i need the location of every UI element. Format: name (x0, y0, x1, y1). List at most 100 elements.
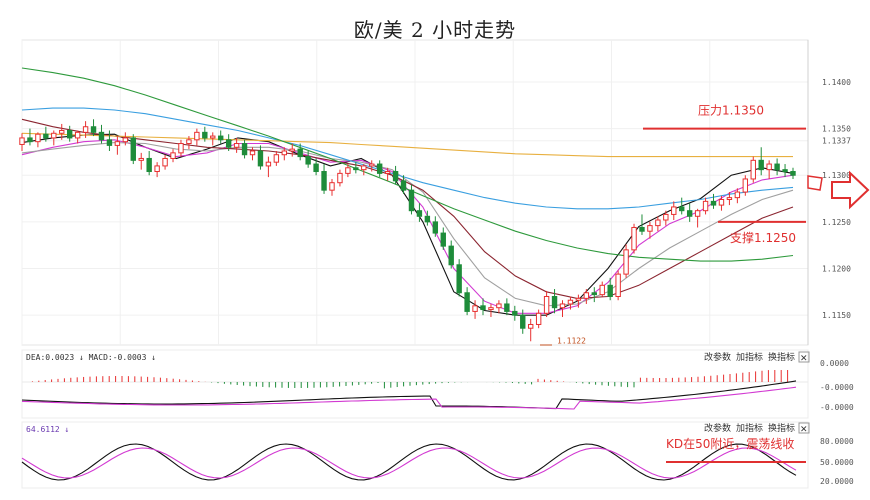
candle-body (631, 226, 637, 251)
candle-body (329, 182, 335, 191)
candle-body (671, 206, 677, 215)
candle-body (655, 219, 661, 227)
candle-body (766, 163, 772, 171)
macd-tick-label: -0.0000 (820, 383, 854, 392)
candle-body (424, 215, 431, 223)
candle-body (35, 133, 41, 143)
candle-body (528, 323, 534, 329)
kd-panel: 64.6112 ↓ 改参数 加指标 换指标 ✕ 80.0000 50.0000 20.0000… (21, 421, 854, 489)
candle-body (663, 213, 669, 221)
candle-body (210, 135, 216, 139)
candle-body (241, 143, 248, 156)
candle-body (790, 171, 796, 176)
low-price-label: 1.1122 (557, 336, 586, 345)
candle-body (472, 305, 478, 312)
candle-body (726, 197, 733, 200)
kd-control: 换指标 (768, 422, 795, 434)
candle-body (647, 225, 653, 232)
candle-body (543, 295, 550, 314)
candle-body (218, 135, 224, 141)
candle-body (273, 154, 280, 163)
candles (19, 119, 796, 342)
candle-body (694, 210, 701, 217)
candle-body (27, 137, 33, 143)
kd-frame (21, 421, 809, 489)
candle-body (496, 303, 502, 309)
candle-body (82, 126, 89, 133)
candle-body (535, 312, 542, 325)
price-tick-label: 1.1337 (822, 137, 851, 146)
macd-close-icon: ✕ (800, 354, 808, 364)
candle-body (146, 157, 152, 173)
candle-body (202, 131, 208, 139)
candle-body (782, 169, 788, 173)
moving-average-line (21, 139, 794, 314)
candle-body (98, 131, 105, 141)
candle-body (392, 171, 399, 182)
candle-body (639, 226, 645, 232)
candle-body (607, 284, 613, 297)
macd-control: 加指标 (736, 351, 763, 363)
candle-body (742, 178, 749, 193)
candle-body (583, 292, 590, 299)
candle-body (734, 191, 741, 199)
candle-body (225, 139, 232, 148)
kd-k-line (21, 443, 797, 481)
candle-body (599, 284, 605, 296)
candle-body (265, 161, 272, 167)
kd-tick-label: 50.0000 (820, 458, 854, 467)
candle-body (369, 163, 375, 167)
macd-dea-line (21, 386, 797, 410)
macd-dif-line (21, 380, 797, 410)
candle-body (400, 180, 407, 191)
candle-body (257, 150, 264, 167)
price-tick-label: 1.1150 (822, 311, 851, 320)
candle-body (456, 264, 462, 294)
macd-header: DEA:0.0023 ↓ MACD:-0.0003 ↓ (26, 353, 156, 362)
arrow-tail-shape (807, 175, 823, 191)
candle-body (281, 150, 287, 156)
moving-average-line (21, 132, 793, 158)
macd-control: 改参数 (704, 351, 731, 363)
candle-body (710, 200, 717, 206)
candle-body (122, 137, 129, 143)
candle-body (170, 152, 176, 159)
candle-body (702, 200, 709, 212)
price-tick-label: 1.1250 (822, 218, 851, 227)
candle-body (575, 297, 582, 301)
candle-body (520, 314, 526, 329)
moving-average-line (21, 118, 794, 299)
candle-body (416, 210, 423, 217)
candle-body (440, 232, 446, 247)
candle-body (233, 143, 240, 148)
kd-header: 64.6112 ↓ (26, 425, 69, 434)
chart-title: 欧/美 2 小时走势 (353, 18, 517, 42)
candle-body (43, 133, 49, 139)
candle-body (408, 189, 415, 212)
candle-body (512, 310, 518, 316)
kd-close-icon: ✕ (800, 425, 808, 435)
kd-control: 加指标 (736, 422, 763, 434)
candle-body (686, 210, 693, 217)
price-tick-label: 1.1300 (822, 171, 851, 180)
price-tick-label: 1.1200 (822, 265, 851, 274)
candle-body (615, 273, 621, 297)
candle-body (591, 292, 597, 296)
candle-body (337, 172, 343, 184)
candle-body (154, 165, 160, 173)
candle-body (297, 148, 303, 158)
candle-body (353, 167, 359, 171)
candle-body (66, 129, 73, 139)
macd-frame (21, 349, 809, 419)
arrow-shape (831, 170, 870, 210)
annotations: 压力1.1350 支撑1.1250 1.1122 (540, 104, 806, 346)
candle-body (19, 137, 25, 145)
candle-body (758, 159, 764, 171)
candle-body (74, 131, 81, 139)
kd-tick-label: 20.0000 (820, 477, 854, 486)
kd-tick-label: 80.0000 (820, 437, 854, 446)
candle-body (551, 295, 558, 309)
candle-body (130, 137, 136, 161)
kd-control: 改参数 (704, 422, 731, 434)
